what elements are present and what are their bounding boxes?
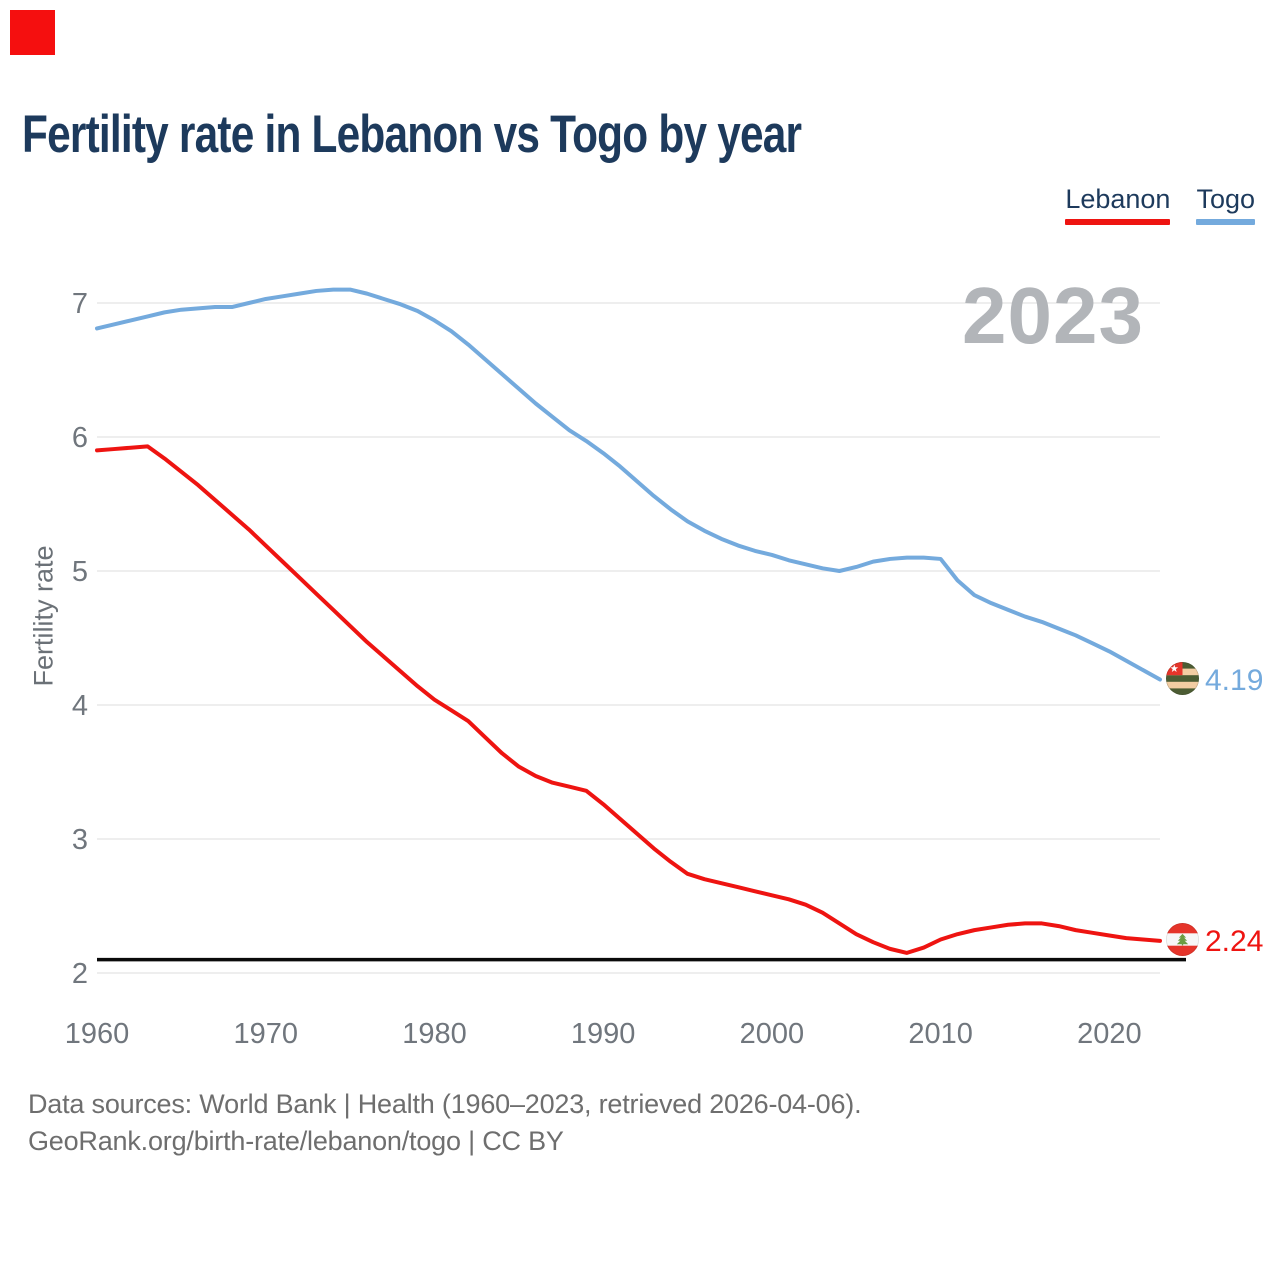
x-tick-label: 2020 xyxy=(1077,1018,1142,1050)
y-tick-label: 7 xyxy=(72,288,88,320)
x-tick-label: 2000 xyxy=(740,1018,805,1050)
lebanon-end-value: 2.24 xyxy=(1205,925,1264,958)
legend-item-togo[interactable]: Togo xyxy=(1196,184,1255,225)
y-tick-label: 5 xyxy=(72,556,88,588)
x-tick-label: 1970 xyxy=(233,1018,298,1050)
footer-attribution-line: GeoRank.org/birth-rate/lebanon/togo | CC… xyxy=(28,1126,564,1156)
legend: Lebanon Togo xyxy=(1065,184,1255,225)
y-tick-label: 2 xyxy=(72,958,88,990)
chart-title: Fertility rate in Lebanon vs Togo by yea… xyxy=(22,105,802,164)
legend-item-lebanon[interactable]: Lebanon xyxy=(1065,184,1171,225)
y-tick-label: 3 xyxy=(72,824,88,856)
red-marker-square xyxy=(10,10,55,55)
legend-label-togo: Togo xyxy=(1196,184,1255,214)
legend-underline-togo xyxy=(1196,219,1255,225)
y-tick-label: 4 xyxy=(72,690,88,722)
togo-end-value: 4.19 xyxy=(1205,664,1264,697)
legend-label-lebanon: Lebanon xyxy=(1065,184,1171,214)
footer-sources-line: Data sources: World Bank | Health (1960–… xyxy=(28,1089,862,1119)
togo-flag-icon xyxy=(1166,662,1199,695)
x-tick-label: 1960 xyxy=(65,1018,130,1050)
legend-underline-lebanon xyxy=(1065,219,1171,225)
series-line-togo xyxy=(95,287,1162,682)
y-tick-label: 6 xyxy=(72,422,88,454)
footer: Data sources: World Bank | Health (1960–… xyxy=(28,1086,862,1160)
year-watermark: 2023 xyxy=(962,271,1144,360)
x-tick-label: 2010 xyxy=(908,1018,973,1050)
x-tick-label: 1990 xyxy=(571,1018,636,1050)
lebanon-flag-icon xyxy=(1166,923,1199,956)
x-tick-label: 1980 xyxy=(402,1018,467,1050)
series-line-lebanon xyxy=(95,444,1162,955)
